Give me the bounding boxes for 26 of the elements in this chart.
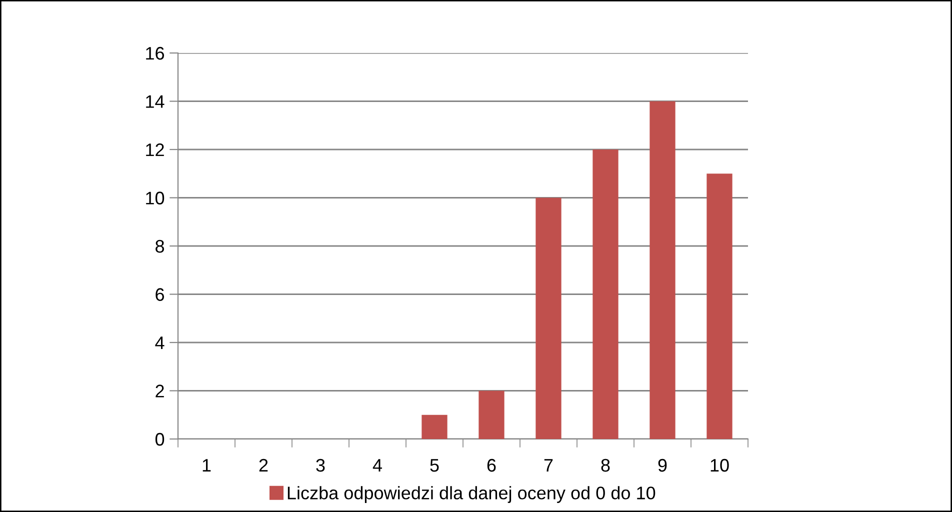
y-tick-label: 12 bbox=[146, 143, 164, 156]
legend-label: Liczba odpowiedzi dla danej oceny od 0 do 10 bbox=[288, 486, 656, 503]
x-tick-label: 7 bbox=[544, 459, 553, 472]
y-tick-label: 14 bbox=[146, 95, 164, 108]
y-tick-label: 4 bbox=[155, 336, 164, 350]
y-tick-label: 6 bbox=[156, 288, 164, 301]
x-tick-label: 9 bbox=[658, 458, 667, 472]
x-tick-label: 2 bbox=[259, 458, 268, 472]
bar bbox=[706, 174, 732, 439]
x-tick-label: 10 bbox=[710, 458, 729, 472]
y-tick-label: 16 bbox=[146, 46, 164, 60]
y-tick-label: 2 bbox=[156, 384, 164, 398]
x-tick-label: 4 bbox=[372, 459, 382, 472]
bar bbox=[650, 101, 676, 439]
y-tick-label: 10 bbox=[146, 192, 164, 204]
x-tick-label: 6 bbox=[487, 458, 496, 472]
x-tick-label: 5 bbox=[430, 459, 439, 472]
x-tick-label: 8 bbox=[601, 458, 610, 472]
y-tick-label: 0 bbox=[155, 432, 164, 446]
bar bbox=[592, 150, 618, 439]
bar bbox=[536, 198, 562, 439]
x-tick-label: 1 bbox=[202, 459, 211, 472]
x-tick-label: 3 bbox=[316, 458, 325, 472]
y-tick-label: 8 bbox=[156, 240, 164, 253]
bar bbox=[478, 390, 504, 439]
bar bbox=[422, 414, 448, 439]
